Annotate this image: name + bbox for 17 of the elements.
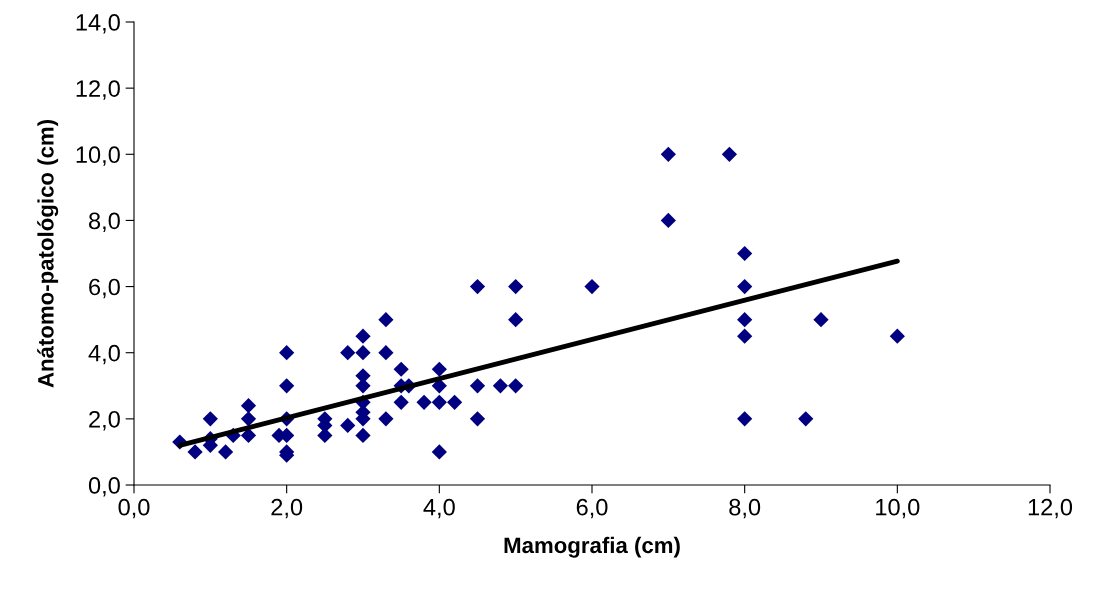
y-tick-label: 6,0 (89, 278, 120, 299)
y-tick-label: 14,0 (76, 14, 120, 34)
y-tick-label: 4,0 (88, 344, 120, 365)
x-tick-label: 6,0 (576, 498, 608, 519)
y-tick-label: 2,0 (89, 410, 120, 431)
y-tick-label: 0,0 (88, 477, 120, 497)
x-tick-label: 10,0 (876, 498, 920, 519)
y-axis-title: Anátomo-patológico (cm) (37, 120, 59, 388)
x-axis-title: Mamografia (cm) (504, 536, 680, 558)
x-tick-label: 4,0 (423, 498, 455, 519)
y-tick-label: 8,0 (89, 212, 120, 233)
x-tick-label: 0,0 (118, 498, 150, 519)
x-tick-label: 8,0 (729, 498, 761, 519)
y-tick-label: 10,0 (76, 146, 120, 166)
x-tick-label: 2,0 (271, 498, 303, 519)
x-tick-label: 12,0 (1028, 498, 1073, 519)
y-tick-label: 12,0 (76, 80, 120, 100)
